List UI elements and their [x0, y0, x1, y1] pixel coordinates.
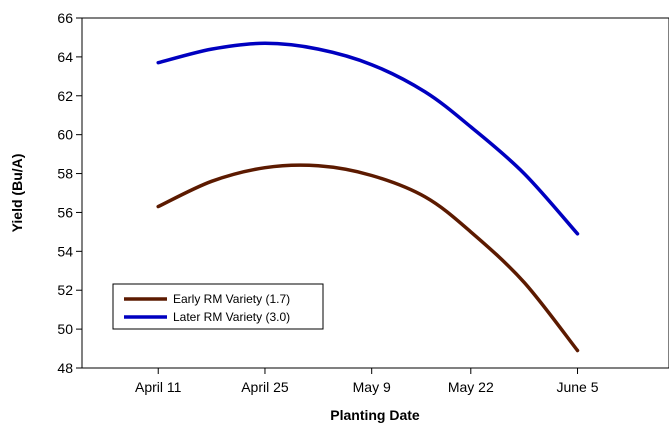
y-tick-label: 62 [57, 88, 73, 104]
y-axis-title: Yield (Bu/A) [9, 154, 25, 233]
x-axis-ticks: April 11 April 25 May 9 May 22 June 5 [135, 368, 599, 395]
legend-label-later: Later RM Variety (3.0) [173, 310, 290, 324]
legend-box [112, 283, 324, 330]
y-axis-ticks: 48 50 52 54 56 58 60 62 64 66 [57, 10, 82, 376]
x-tick-label: April 11 [135, 379, 182, 395]
x-tick-label: April 25 [241, 379, 289, 395]
x-tick-label: June 5 [556, 379, 598, 395]
y-tick-label: 54 [57, 243, 73, 259]
legend: Early RM Variety (1.7) Later RM Variety … [112, 283, 324, 330]
y-tick-label: 52 [57, 282, 73, 298]
x-tick-label: May 22 [448, 379, 494, 395]
y-tick-label: 48 [57, 360, 73, 376]
y-tick-label: 64 [57, 49, 73, 65]
plot-frame [81, 17, 669, 369]
legend-label-early: Early RM Variety (1.7) [173, 292, 290, 306]
series-layer [156, 41, 580, 353]
y-tick-label: 58 [57, 166, 73, 182]
series-line-0 [156, 163, 580, 353]
y-tick-label: 66 [57, 10, 73, 26]
x-axis-title: Planting Date [330, 407, 420, 423]
series-line-1 [156, 41, 580, 236]
y-tick-label: 50 [57, 321, 73, 337]
y-tick-label: 56 [57, 204, 73, 220]
x-tick-label: May 9 [353, 379, 391, 395]
y-tick-label: 60 [57, 127, 73, 143]
